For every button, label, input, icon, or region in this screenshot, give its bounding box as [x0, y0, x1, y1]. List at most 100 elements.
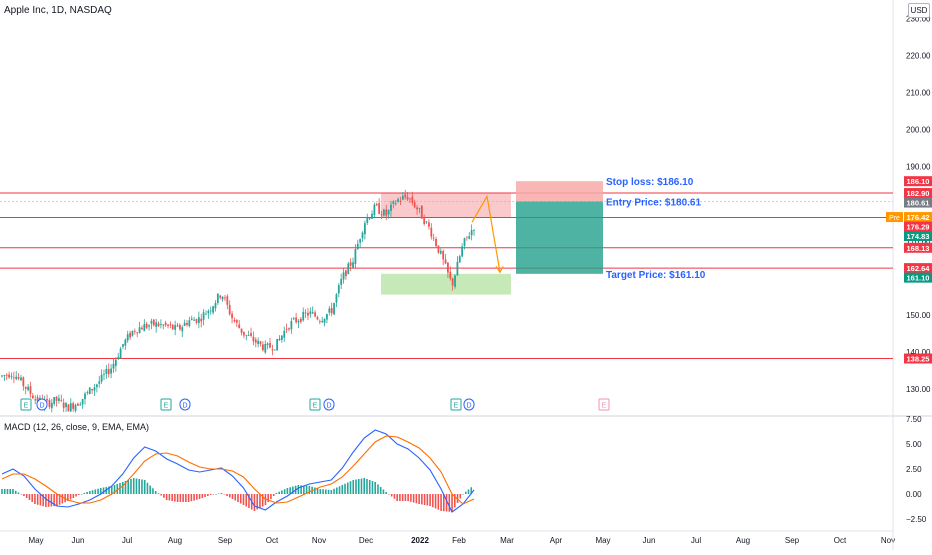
price-label-bg — [904, 231, 932, 242]
candle-body — [81, 398, 84, 405]
histogram-bar — [453, 494, 456, 508]
histogram-bar — [434, 494, 437, 509]
candle-body — [340, 279, 343, 285]
histogram-bar — [297, 485, 300, 494]
histogram-bar — [410, 494, 412, 502]
histogram-bar — [3, 489, 6, 494]
candle-body — [195, 319, 198, 323]
candle-body — [221, 296, 224, 300]
candle-body — [406, 197, 409, 200]
candle-body — [347, 263, 350, 275]
candle-body — [88, 387, 91, 395]
macd-title: MACD (12, 26, close, 9, EMA, EMA) — [4, 422, 150, 432]
histogram-bar — [6, 489, 9, 494]
price-label: 138.25 — [907, 354, 930, 363]
histogram-bar — [160, 494, 162, 496]
candle-body — [207, 310, 210, 314]
candle-body — [394, 203, 397, 205]
price-label-bg — [904, 212, 932, 223]
candle-body — [112, 363, 115, 369]
histogram-bar — [440, 494, 442, 511]
histogram-bar — [360, 478, 363, 494]
candle-body — [288, 328, 290, 330]
event-marker — [36, 398, 48, 411]
price-label-bg — [904, 272, 932, 283]
event-marker-label: D — [466, 403, 471, 410]
histogram-bar — [75, 494, 77, 497]
pre-market-badge — [886, 212, 903, 223]
x-tick-label: May — [28, 536, 43, 545]
candle-body — [361, 232, 364, 239]
histogram-bar — [23, 494, 25, 496]
event-marker — [309, 398, 321, 411]
histogram-bar — [270, 494, 272, 499]
histogram-bar — [58, 494, 61, 505]
histogram-bar — [168, 494, 171, 501]
x-tick-label: Jul — [691, 536, 701, 545]
candles-group — [1, 189, 475, 413]
candle-body — [425, 221, 428, 223]
price-label-bg — [904, 176, 932, 187]
histogram-bar — [330, 490, 333, 494]
histogram-bar — [231, 494, 234, 499]
candle-body — [100, 374, 103, 382]
histogram-bar — [275, 493, 278, 494]
candle-body — [22, 377, 25, 387]
candle-body — [342, 272, 345, 280]
y-tick-label: 190.00 — [906, 163, 931, 172]
candle-body — [380, 214, 383, 216]
histogram-bar — [418, 494, 420, 504]
histogram-bar — [366, 479, 368, 494]
candle-body — [269, 342, 271, 348]
support-zone — [381, 273, 511, 295]
currency-badge[interactable]: USD — [908, 3, 930, 18]
histogram-bar — [390, 494, 393, 497]
histogram-bar — [50, 494, 53, 507]
histogram-bar — [9, 489, 12, 494]
histogram-bar — [286, 488, 289, 494]
macd-y-tick-label: 0.00 — [906, 490, 922, 499]
histogram-bar — [448, 494, 451, 512]
pre-market-label: Pre — [889, 215, 900, 222]
histogram-bar — [267, 494, 269, 502]
x-tick-label: Aug — [168, 536, 182, 545]
event-marker-label: E — [313, 403, 318, 410]
candle-body — [188, 320, 191, 327]
candle-body — [273, 349, 276, 351]
candle-body — [157, 323, 160, 327]
candle-body — [174, 325, 177, 330]
candle-body — [136, 332, 139, 334]
histogram-bar — [157, 493, 160, 494]
histogram-bar — [303, 485, 305, 494]
histogram-bar — [462, 494, 464, 495]
price-label: 168.13 — [907, 244, 930, 253]
histogram-bar — [223, 494, 226, 495]
macd-y-tick-label: 5.00 — [906, 440, 922, 449]
candle-body — [36, 397, 39, 402]
candle-body — [197, 317, 200, 324]
price-label: 186.10 — [907, 177, 930, 186]
candle-body — [447, 262, 449, 273]
candle-body — [307, 312, 309, 316]
candle-body — [79, 404, 82, 406]
histogram-bar — [182, 494, 184, 502]
candle-body — [98, 381, 101, 384]
histogram-bar — [308, 486, 311, 494]
candle-body — [24, 386, 27, 389]
histogram-bar — [12, 489, 14, 494]
histogram-bar — [432, 494, 434, 508]
candle-body — [326, 314, 328, 320]
x-tick-label: May — [595, 536, 610, 545]
x-tick-label: Nov — [312, 536, 326, 545]
candle-body — [359, 239, 362, 243]
candle-body — [160, 324, 162, 325]
histogram-bar — [396, 494, 398, 501]
histogram-bar — [322, 489, 324, 494]
candle-body — [285, 328, 288, 330]
candle-body — [65, 403, 67, 408]
histogram-bar — [352, 480, 355, 494]
histogram-bar — [110, 486, 113, 494]
histogram-bar — [259, 494, 261, 508]
price-label-bg — [904, 197, 932, 208]
